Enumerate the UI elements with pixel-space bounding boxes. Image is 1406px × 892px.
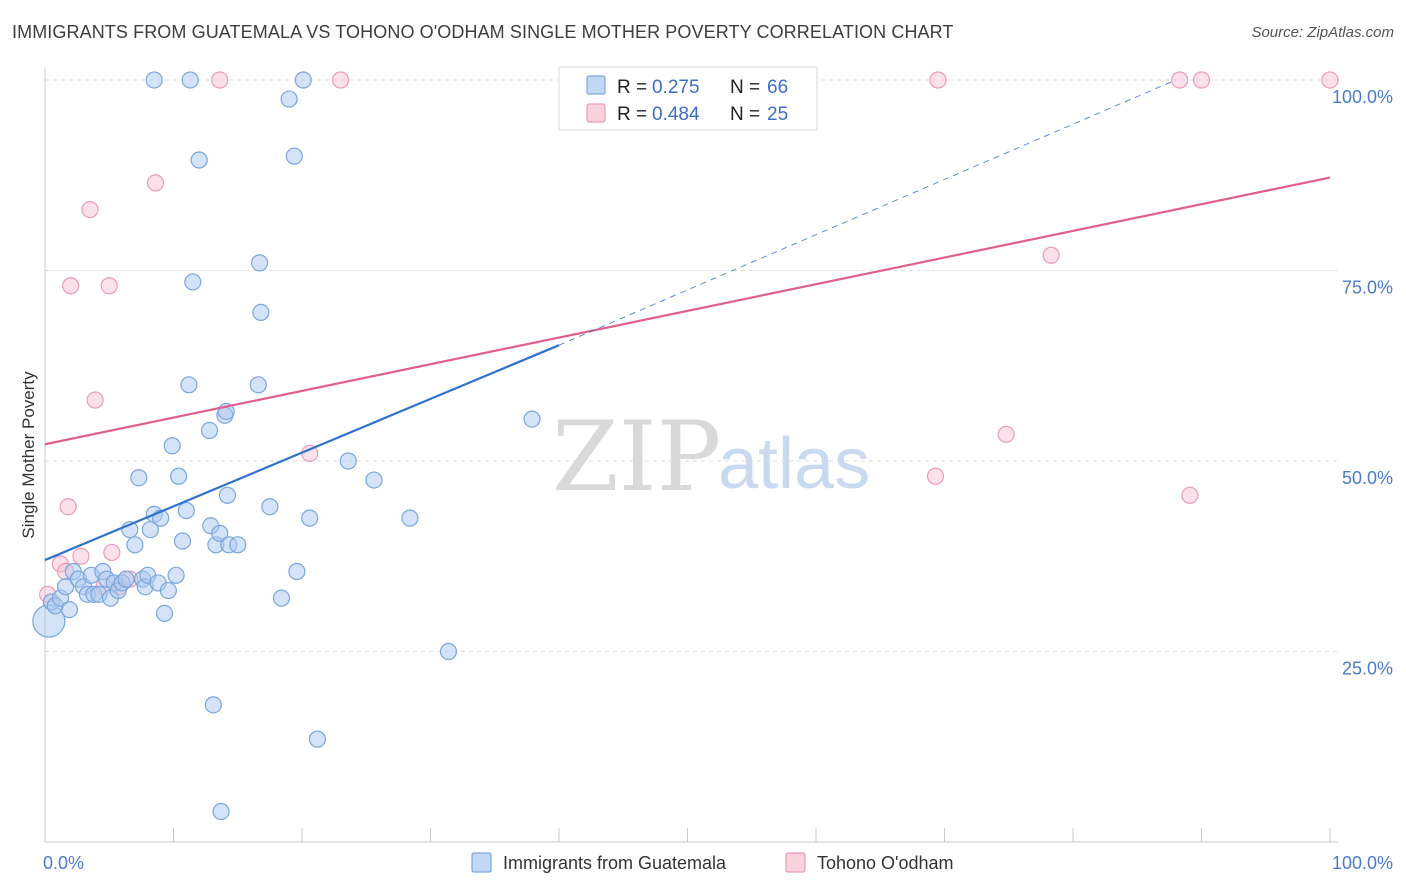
legend: R = 0.275 N = 66 R = 0.484 N = 25	[558, 66, 818, 131]
legend-n-label-1: N =	[730, 77, 760, 98]
data-point-guatemala	[130, 469, 148, 487]
y-tick-label: 75.0%	[1342, 278, 1393, 298]
y-tick-label: 50.0%	[1342, 468, 1393, 488]
data-point-guatemala	[167, 566, 185, 584]
data-point-tohono	[997, 425, 1015, 443]
watermark-zip: ZIP	[552, 401, 721, 513]
data-point-tohono	[72, 547, 90, 565]
data-point-guatemala	[177, 501, 195, 520]
data-point-tohono	[211, 71, 229, 89]
data-point-guatemala	[218, 486, 237, 504]
data-point-guatemala	[249, 376, 267, 394]
data-point-tohono	[100, 277, 118, 295]
watermark-atlas: atlas	[718, 424, 870, 504]
data-point-tohono	[86, 391, 104, 409]
y-axis-title: Single Mother Poverty	[19, 371, 38, 539]
source-label: Source: ZipAtlas.com	[1251, 24, 1394, 41]
y-tick-label: 100.0%	[1332, 87, 1393, 107]
trend-lines	[44, 79, 1331, 562]
data-point-guatemala	[523, 410, 541, 428]
legend-r-value-1: 0.275	[652, 77, 700, 98]
axes	[44, 68, 1338, 843]
data-point-tohono	[331, 71, 350, 89]
series-tohono-points	[38, 71, 1339, 603]
data-point-tohono	[1181, 486, 1199, 504]
data-point-guatemala	[285, 147, 303, 165]
legend-r-label-1: R =	[617, 77, 647, 98]
data-point-guatemala	[184, 273, 202, 291]
data-point-guatemala	[126, 536, 144, 554]
data-point-guatemala	[401, 509, 419, 527]
data-point-guatemala	[173, 532, 192, 550]
data-point-guatemala	[204, 696, 222, 714]
data-point-tohono	[81, 200, 99, 219]
data-point-tohono	[62, 277, 80, 295]
data-point-guatemala	[280, 90, 298, 108]
data-point-guatemala	[294, 71, 312, 89]
legend-n-label-2: N =	[730, 104, 760, 125]
bottom-legend-swatch-guatemala	[471, 852, 492, 873]
legend-r-label-2: R =	[617, 104, 647, 125]
y-tick-label: 25.0%	[1342, 659, 1393, 679]
legend-swatch-guatemala	[586, 75, 606, 95]
data-point-guatemala	[288, 562, 306, 581]
data-point-guatemala	[229, 536, 247, 554]
bottom-legend-swatch-tohono	[785, 852, 806, 873]
data-point-guatemala	[439, 642, 458, 661]
bottom-legend-label-tohono: Tohono O'odham	[817, 853, 954, 873]
data-point-tohono	[103, 543, 121, 562]
grid-lines	[45, 79, 1338, 652]
trend-line-guatemala	[44, 344, 560, 562]
series-guatemala-points	[32, 71, 541, 821]
x-tick-labels: 0.0% 100.0%	[43, 853, 1393, 873]
data-point-guatemala	[155, 604, 174, 623]
data-point-guatemala	[308, 730, 327, 748]
legend-n-value-2: 25	[767, 104, 788, 125]
data-point-guatemala	[163, 437, 181, 455]
data-point-tohono	[59, 498, 77, 516]
data-point-tohono	[929, 71, 947, 89]
data-point-guatemala	[250, 254, 269, 272]
legend-n-value-1: 66	[767, 77, 788, 98]
data-point-guatemala	[339, 452, 357, 470]
data-point-guatemala	[60, 600, 79, 619]
legend-swatch-tohono	[586, 103, 606, 123]
bottom-legend: Immigrants from Guatemala Tohono O'odham	[471, 852, 954, 873]
data-point-guatemala	[56, 578, 75, 596]
data-point-guatemala	[117, 570, 135, 588]
data-point-guatemala	[211, 524, 229, 542]
data-point-guatemala	[145, 71, 163, 89]
data-point-guatemala	[212, 802, 230, 821]
data-point-guatemala	[252, 303, 270, 322]
data-point-tohono	[1321, 71, 1339, 89]
data-point-guatemala	[159, 581, 177, 600]
data-point-tohono	[1171, 71, 1189, 89]
legend-r-value-2: 0.484	[652, 104, 700, 125]
data-point-guatemala	[261, 498, 279, 516]
chart-title: IMMIGRANTS FROM GUATEMALA VS TOHONO O'OD…	[12, 22, 954, 42]
data-point-guatemala	[190, 151, 208, 169]
data-point-tohono	[1192, 71, 1211, 89]
x-tick-label: 100.0%	[1332, 853, 1393, 873]
data-point-guatemala	[181, 71, 199, 89]
x-tick-label: 0.0%	[43, 853, 84, 873]
data-point-tohono	[1042, 246, 1060, 264]
data-point-guatemala	[170, 467, 188, 485]
data-point-tohono	[146, 174, 165, 192]
data-point-guatemala	[301, 509, 319, 527]
data-point-guatemala	[180, 376, 198, 394]
bottom-legend-label-guatemala: Immigrants from Guatemala	[503, 853, 727, 873]
data-point-tohono	[926, 467, 945, 485]
y-tick-labels: 25.0% 50.0% 75.0% 100.0%	[1332, 87, 1393, 679]
data-point-guatemala	[365, 471, 383, 489]
trend-line-tohono	[44, 176, 1331, 446]
data-point-guatemala	[272, 589, 291, 607]
data-point-guatemala	[200, 421, 219, 440]
trend-line-guatemala-extension	[558, 79, 1176, 346]
